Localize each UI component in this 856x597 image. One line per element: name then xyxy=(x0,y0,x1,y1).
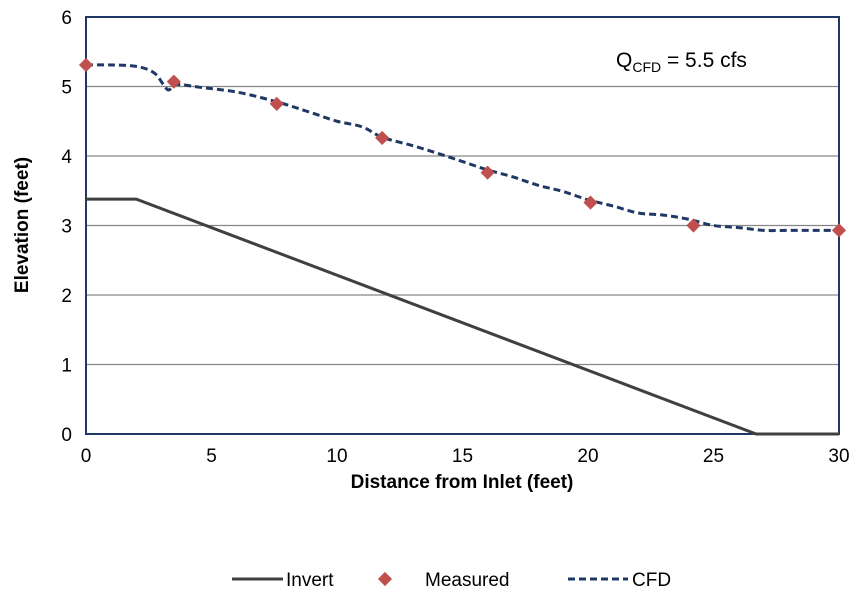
y-tick-label: 1 xyxy=(61,356,72,377)
flow-annotation-subscript: CFD xyxy=(632,59,661,75)
x-tick-labels: 0 5 10 15 20 25 30 xyxy=(81,446,850,467)
legend-measured-swatch xyxy=(377,571,393,587)
y-tick-label: 6 xyxy=(61,8,72,29)
x-tick-label: 5 xyxy=(206,446,217,467)
x-tick-label: 30 xyxy=(828,446,849,467)
measured-point xyxy=(831,223,847,238)
x-axis-title: Distance from Inlet (feet) xyxy=(351,472,574,493)
x-tick-label: 0 xyxy=(81,446,92,467)
measured-point xyxy=(583,195,598,210)
flow-annotation-value: = 5.5 cfs xyxy=(661,49,747,72)
measured-point xyxy=(686,218,701,233)
y-tick-label: 5 xyxy=(61,78,72,99)
legend-measured-label: Measured xyxy=(425,570,510,591)
measured-point xyxy=(78,57,94,73)
series-layer xyxy=(78,57,847,436)
x-tick-label: 25 xyxy=(703,446,724,467)
legend: Invert Measured CFD xyxy=(232,570,671,591)
y-tick-label: 4 xyxy=(61,147,72,168)
y-tick-label: 2 xyxy=(61,286,72,307)
legend-invert-label: Invert xyxy=(286,570,334,591)
y-tick-labels: 0 1 2 3 4 5 6 xyxy=(61,8,72,446)
y-tick-label: 3 xyxy=(61,217,72,238)
legend-cfd-label: CFD xyxy=(632,570,671,591)
y-axis-title: Elevation (feet) xyxy=(12,157,33,293)
series-invert-line xyxy=(86,197,839,436)
x-tick-label: 10 xyxy=(326,446,347,467)
measured-point xyxy=(480,165,495,180)
series-cfd-line xyxy=(85,63,840,233)
x-tick-label: 20 xyxy=(577,446,598,467)
x-tick-label: 15 xyxy=(452,446,473,467)
y-tick-label: 0 xyxy=(61,425,72,446)
gridlines xyxy=(86,85,839,366)
measured-point xyxy=(269,96,284,111)
flow-annotation-q: Q xyxy=(616,49,632,72)
measured-point xyxy=(375,130,390,146)
flow-annotation: QCFD = 5.5 cfs xyxy=(616,49,747,75)
